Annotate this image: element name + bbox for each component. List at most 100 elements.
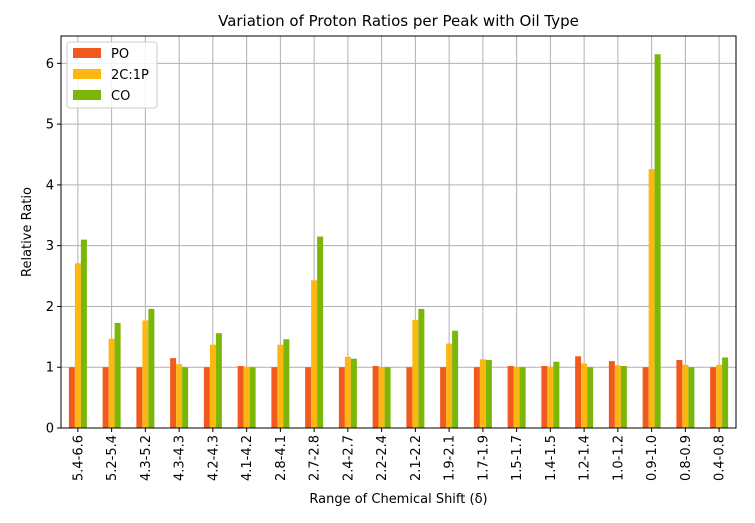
x-tick-label: 4.2-4.3 xyxy=(206,435,221,481)
bar-co xyxy=(148,308,155,428)
bar-2c-1p xyxy=(479,359,486,428)
x-tick-label: 2.7-2.8 xyxy=(308,435,323,481)
bar-2c-1p xyxy=(614,365,621,428)
bar-po xyxy=(372,366,379,428)
bar-co xyxy=(587,367,594,428)
x-tick-label: 1.5-1.7 xyxy=(510,435,525,481)
bar-2c-1p xyxy=(716,364,723,428)
bar-po xyxy=(608,361,615,428)
bar-po xyxy=(575,356,582,428)
bar-2c-1p xyxy=(176,364,183,428)
bar-po xyxy=(676,359,683,428)
y-tick-label: 6 xyxy=(46,57,54,72)
x-tick-label: 2.1-2.2 xyxy=(409,435,424,481)
bar-co xyxy=(722,357,729,428)
bar-co xyxy=(384,367,391,428)
bar-2c-1p xyxy=(682,364,689,428)
bar-po xyxy=(473,367,480,428)
x-tick-label: 1.0-1.2 xyxy=(611,435,626,481)
x-tick-label: 0.4-0.8 xyxy=(713,435,728,481)
bar-2c-1p xyxy=(108,338,115,428)
y-tick-label: 1 xyxy=(46,361,54,376)
bar-po xyxy=(203,367,210,428)
bar-co xyxy=(249,367,256,428)
legend-label: 2C:1P xyxy=(111,68,149,83)
bar-po xyxy=(541,366,548,428)
x-tick-label: 1.4-1.5 xyxy=(544,435,559,481)
bar-co xyxy=(519,367,526,428)
bar-po xyxy=(271,367,278,428)
chart-title: Variation of Proton Ratios per Peak with… xyxy=(218,12,579,30)
y-tick-label: 4 xyxy=(46,178,54,193)
bar-po xyxy=(170,358,177,428)
x-tick-label: 4.3-4.3 xyxy=(173,435,188,481)
bar-2c-1p xyxy=(581,363,588,428)
bar-po xyxy=(237,366,244,428)
x-tick-label: 5.4-6.6 xyxy=(71,435,86,481)
legend-swatch xyxy=(73,48,101,58)
bar-po xyxy=(136,367,143,428)
bar-co xyxy=(350,358,357,428)
bar-po xyxy=(440,367,447,428)
bar-co xyxy=(654,54,661,429)
bar-po xyxy=(406,367,413,428)
legend: PO 2C:1P CO xyxy=(66,41,158,109)
y-axis-label: Relative Ratio xyxy=(20,187,35,277)
bar-co xyxy=(114,322,121,428)
bar-2c-1p xyxy=(648,169,655,429)
bar-2c-1p xyxy=(513,366,520,428)
bar-co xyxy=(620,366,627,428)
bar-2c-1p xyxy=(446,343,453,428)
y-tick-label: 3 xyxy=(46,239,54,254)
legend-label: PO xyxy=(111,47,129,62)
bar-2c-1p xyxy=(243,366,250,428)
bar-co xyxy=(418,308,425,428)
bar-co xyxy=(182,367,189,428)
plot-area-frame xyxy=(60,35,737,429)
x-tick-label: 2.4-2.7 xyxy=(341,435,356,481)
bar-2c-1p xyxy=(277,344,284,428)
bar-co xyxy=(553,361,560,428)
x-tick-label: 0.8-0.9 xyxy=(679,435,694,481)
bar-2c-1p xyxy=(74,263,81,428)
bar-2c-1p xyxy=(378,367,385,428)
x-tick-label: 4.1-4.2 xyxy=(240,435,255,481)
bar-co xyxy=(80,239,87,428)
bar-2c-1p xyxy=(547,366,554,428)
x-tick-label: 1.7-1.9 xyxy=(476,435,491,481)
y-tick-label: 5 xyxy=(46,118,54,133)
bar-co xyxy=(215,333,222,428)
x-tick-label: 0.9-1.0 xyxy=(645,435,660,481)
bar-co xyxy=(452,330,459,428)
bar-2c-1p xyxy=(311,280,318,428)
bar-2c-1p xyxy=(142,320,149,428)
grid-lines xyxy=(61,36,736,429)
bar-co xyxy=(317,236,324,428)
bar-po xyxy=(710,367,717,428)
bar-po xyxy=(102,367,109,428)
bar-co xyxy=(283,339,290,428)
legend-label: CO xyxy=(111,89,130,104)
bar-po xyxy=(68,367,75,428)
legend-swatch xyxy=(73,69,101,79)
x-tick-label: 4.3-5.2 xyxy=(139,435,154,481)
bar-po xyxy=(338,367,345,428)
x-tick-label: 1.2-1.4 xyxy=(578,435,593,481)
x-tick-label: 2.2-2.4 xyxy=(375,435,390,481)
bar-co xyxy=(688,367,695,428)
x-axis: 5.4-6.6 5.2-5.4 4.3-5.2 4.3-4.3 4.2-4.3 4.1-4… xyxy=(71,428,728,481)
bar-2c-1p xyxy=(344,356,351,428)
y-tick-label: 0 xyxy=(46,422,54,437)
bar-po xyxy=(642,367,649,428)
y-tick-label: 2 xyxy=(46,300,54,315)
x-tick-label: 5.2-5.4 xyxy=(105,435,120,481)
x-tick-label: 2.8-4.1 xyxy=(274,435,289,481)
x-axis-label: Range of Chemical Shift (δ) xyxy=(309,492,487,507)
bar-po xyxy=(305,367,312,428)
bar-co xyxy=(485,359,492,428)
y-axis: 0 1 2 3 4 5 6 xyxy=(46,57,61,437)
legend-swatch xyxy=(73,90,101,100)
x-tick-label: 1.9-2.1 xyxy=(443,435,458,481)
